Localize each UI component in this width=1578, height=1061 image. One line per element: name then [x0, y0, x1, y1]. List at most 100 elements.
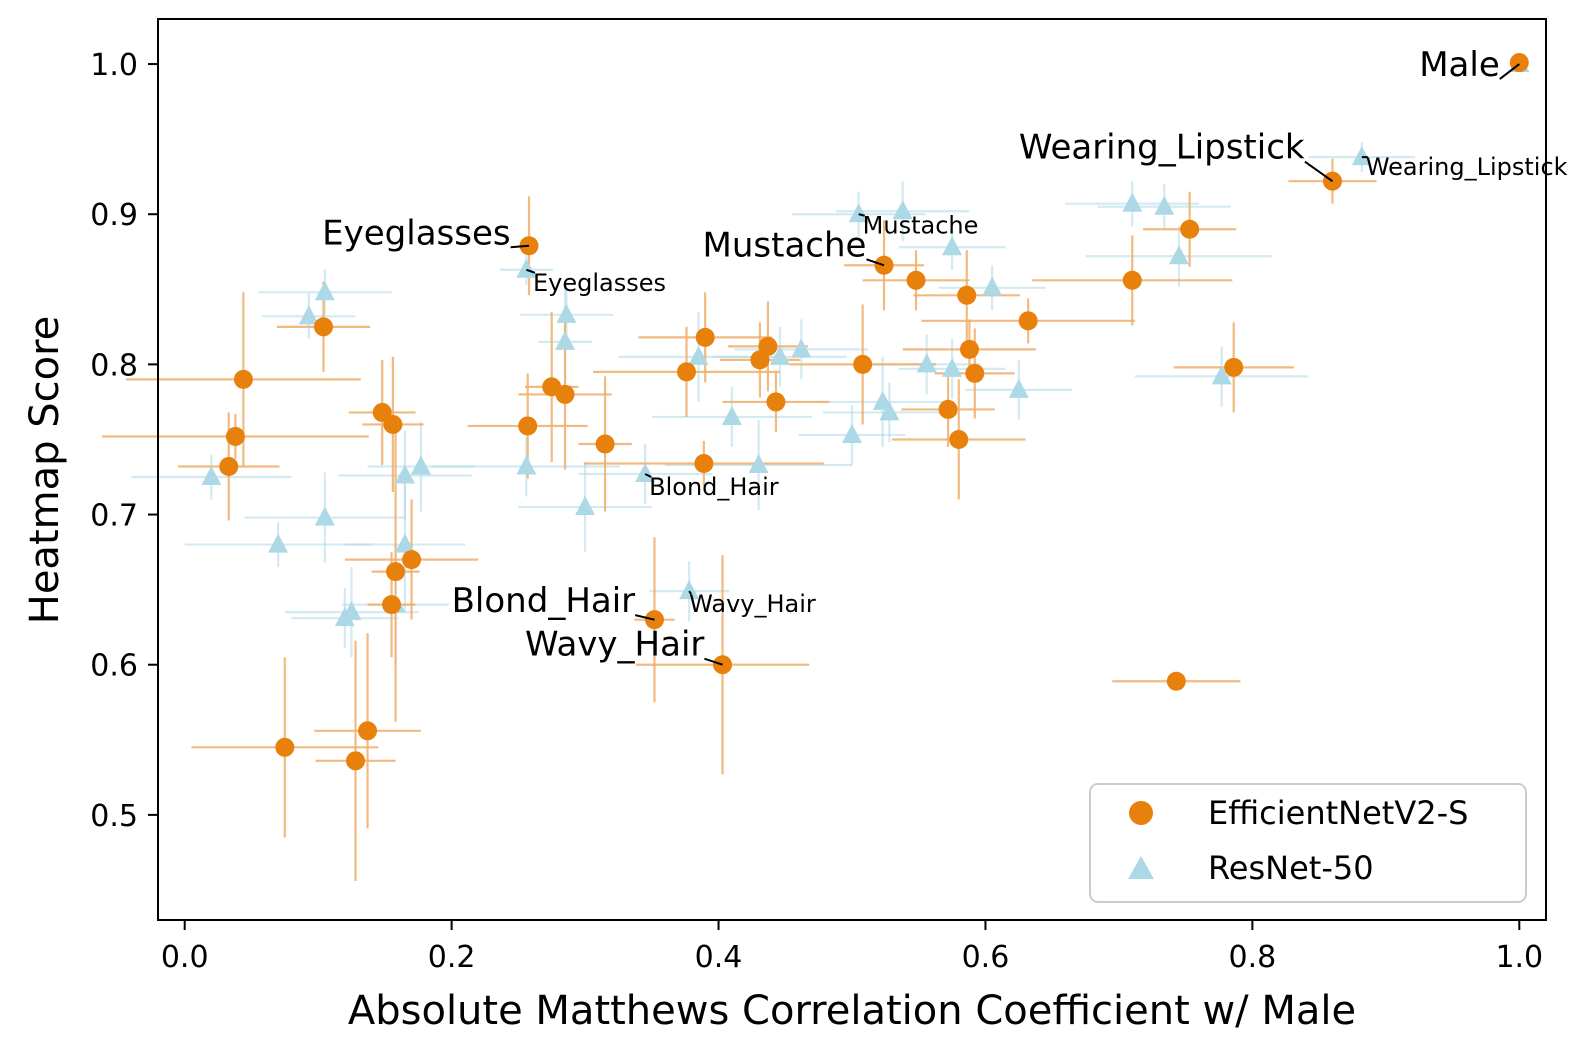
efficientnet-point-8 [382, 595, 402, 615]
plot-area-frame [157, 18, 1547, 921]
annotation-leader-9 [688, 590, 693, 595]
legend: EfficientNetV2-S ResNet-50 [1089, 783, 1527, 903]
efficientnet-point-28 [938, 399, 958, 419]
annotation-2: Wearing_Lipstick [1366, 153, 1568, 181]
x-tick-label-4: 0.8 [1229, 940, 1277, 975]
efficientnet-point-25 [853, 354, 873, 374]
efficientnet-point-1 [225, 426, 245, 446]
resnet-point-33 [1122, 192, 1143, 212]
x-tick-label-1: 0.2 [428, 940, 476, 975]
resnet-point-26 [879, 401, 900, 421]
efficientnet-point-31 [959, 339, 979, 359]
annotation-leader-7 [644, 473, 652, 478]
annotation-leader-10 [704, 657, 723, 666]
efficientnet-point-4 [313, 317, 333, 337]
annotation-3: Eyeglasses [322, 213, 510, 253]
efficientnet-point-18 [677, 362, 697, 382]
annotation-10: Wavy_Hair [525, 625, 704, 665]
y-tick-label-4: 0.9 [90, 198, 138, 233]
efficientnet-point-36 [1180, 219, 1200, 239]
annotation-9: Wavy_Hair [689, 590, 816, 618]
resnet-point-34 [1154, 195, 1175, 215]
y-tick-label-2: 0.7 [90, 499, 138, 534]
resnet-point-15 [575, 496, 596, 516]
efficientnet-point-11 [402, 550, 422, 570]
resnet-point-13 [555, 330, 576, 350]
resnet-point-29 [942, 236, 963, 256]
x-axis-label: Absolute Matthews Correlation Coefficien… [348, 988, 1356, 1034]
resnet-point-32 [1008, 378, 1029, 398]
resnet-point-30 [942, 357, 963, 377]
resnet-point-31 [982, 276, 1003, 296]
resnet-point-24 [848, 203, 869, 223]
efficientnet-point-12 [518, 416, 538, 436]
efficientnet-point-10 [386, 562, 406, 582]
efficientnet-point-34 [1122, 270, 1142, 290]
efficientnet-point-29 [949, 429, 969, 449]
annotation-6: Mustache [863, 212, 979, 240]
resnet-point-35 [1168, 245, 1189, 265]
efficientnet-point-20 [695, 327, 715, 347]
resnet-point-10 [410, 455, 431, 475]
efficientnet-point-19 [694, 453, 714, 473]
efficientnet-point-32 [965, 363, 985, 383]
efficientnet-point-2 [233, 369, 253, 389]
annotation-1: Wearing_Lipstick [1019, 128, 1305, 168]
error-bars [101, 56, 1521, 881]
markers [201, 53, 1530, 771]
efficientnet-point-24 [766, 392, 786, 412]
annotation-leader-0 [1499, 63, 1520, 80]
annotation-leader-4 [526, 268, 536, 274]
resnet-point-1 [268, 533, 289, 553]
annotation-leader-5 [866, 258, 885, 267]
efficientnet-point-33 [1018, 311, 1038, 331]
efficientnet-point-6 [358, 721, 378, 741]
resnet-point-2 [298, 305, 319, 325]
efficientnet-point-30 [957, 285, 977, 305]
resnet-point-37 [1351, 146, 1372, 166]
y-tick-label-1: 0.6 [90, 649, 138, 684]
x-tick-label-5: 1.0 [1495, 940, 1543, 975]
resnet-point-23 [842, 423, 862, 443]
resnet-point-20 [748, 453, 769, 473]
resnet-point-12 [516, 455, 537, 475]
efficientnet-point-35 [1166, 671, 1186, 691]
annotation-0: Male [1419, 45, 1500, 85]
efficientnet-point-23 [758, 336, 778, 356]
x-tick-label-0: 0.0 [161, 940, 209, 975]
legend-efficientnet-label: EfficientNetV2-S [1208, 794, 1468, 832]
resnet-point-8 [394, 533, 415, 553]
annotations: Male Wearing_Lipstick Wearing_Lipstick Eyeg… [322, 45, 1568, 666]
efficientnet-point-0 [219, 456, 239, 476]
resnet-point-11 [516, 258, 537, 278]
y-axis-ticks: 0.5 0.6 0.7 0.8 0.9 1.0 [90, 48, 158, 834]
x-tick-label-2: 0.4 [695, 940, 743, 975]
resnet-point-22 [791, 338, 812, 358]
annotation-leader-8 [634, 614, 655, 621]
resnet-point-17 [679, 580, 700, 600]
resnet-point-9 [394, 464, 415, 484]
efficientnet-point-5 [346, 751, 366, 771]
annotation-4: Eyeglasses [533, 269, 666, 297]
annotation-leader-3 [510, 244, 530, 249]
resnet-point-19 [721, 405, 742, 425]
resnet-point-3 [314, 281, 335, 301]
efficientnet-point-3 [275, 737, 295, 757]
legend-box [1089, 783, 1527, 903]
efficientnet-point-16 [595, 434, 615, 454]
x-tick-label-3: 0.6 [962, 940, 1010, 975]
annotation-5: Mustache [703, 225, 867, 265]
annotation-leader-1 [1304, 160, 1334, 182]
resnet-point-18 [688, 345, 709, 365]
resnet-point-27 [892, 200, 913, 220]
legend-resnet-marker [1128, 856, 1154, 879]
efficientnet-point-37 [1224, 357, 1244, 377]
y-tick-label-5: 1.0 [90, 48, 138, 83]
legend-efficientnet-marker [1129, 801, 1153, 825]
resnet-point-14 [556, 303, 577, 323]
resnet-point-0 [201, 466, 222, 486]
efficientnet-point-27 [906, 270, 926, 290]
y-tick-label-3: 0.8 [90, 348, 138, 383]
efficientnet-point-15 [555, 384, 575, 404]
